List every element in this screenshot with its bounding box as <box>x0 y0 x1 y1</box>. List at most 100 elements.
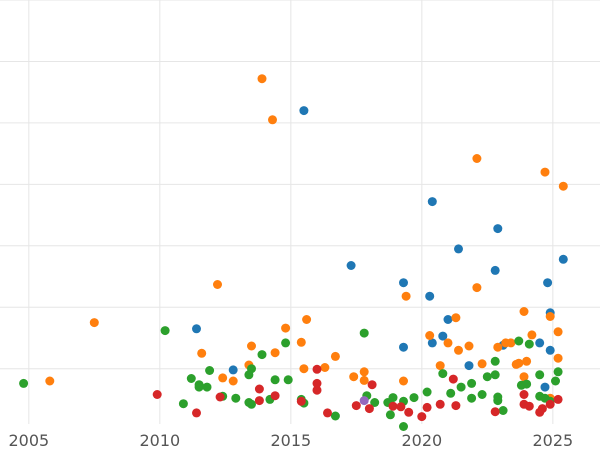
data-point <box>299 364 309 374</box>
data-point <box>228 376 238 386</box>
data-point <box>553 367 563 377</box>
data-point <box>527 330 537 340</box>
data-point <box>367 380 377 390</box>
series-4 <box>359 396 369 406</box>
data-point <box>472 283 482 293</box>
data-point <box>257 350 267 360</box>
data-point <box>446 388 456 398</box>
data-point <box>493 342 503 352</box>
data-point <box>399 278 408 288</box>
data-point <box>438 331 448 341</box>
data-point <box>192 408 201 418</box>
data-point <box>490 356 500 366</box>
data-point <box>359 328 369 338</box>
data-point <box>427 197 437 207</box>
data-point <box>281 323 291 333</box>
data-point <box>535 370 545 380</box>
data-point <box>19 378 29 388</box>
data-point <box>351 401 361 411</box>
data-point <box>218 373 228 383</box>
data-point <box>270 391 280 401</box>
data-point <box>558 254 568 264</box>
data-point <box>524 401 534 411</box>
data-point <box>268 115 277 125</box>
data-point <box>514 358 524 368</box>
data-point <box>425 331 435 340</box>
data-point <box>330 411 340 421</box>
data-point <box>451 313 461 323</box>
data-point <box>551 376 560 386</box>
data-point <box>254 396 264 406</box>
data-point <box>524 339 534 349</box>
data-point <box>359 367 369 377</box>
data-point <box>522 356 532 366</box>
data-point <box>364 404 374 414</box>
data-point <box>312 364 322 374</box>
data-point <box>312 385 322 395</box>
data-point <box>312 378 322 388</box>
data-point <box>451 401 461 411</box>
data-point <box>417 412 427 422</box>
data-point <box>545 345 555 355</box>
data-point <box>467 393 477 403</box>
data-point <box>425 291 435 301</box>
data-point <box>537 404 547 414</box>
data-point <box>401 291 411 301</box>
data-point <box>231 393 241 403</box>
data-point <box>299 106 309 116</box>
data-point <box>543 278 553 288</box>
data-point <box>396 402 406 412</box>
data-point <box>89 318 99 328</box>
data-point <box>160 326 170 336</box>
data-point <box>346 261 356 270</box>
data-point <box>472 154 482 163</box>
data-point <box>228 365 238 375</box>
data-point <box>498 406 508 415</box>
data-point <box>477 359 487 369</box>
data-point <box>296 337 306 347</box>
data-point <box>330 351 340 361</box>
data-point <box>514 336 524 346</box>
series-2 <box>19 326 563 431</box>
data-point <box>213 280 222 289</box>
data-point <box>454 345 463 355</box>
data-point <box>493 224 503 234</box>
data-point <box>370 398 380 407</box>
data-point <box>558 181 568 191</box>
data-point <box>215 392 225 402</box>
series-1 <box>45 74 568 403</box>
x-tick-label: 2025 <box>532 431 573 450</box>
data-point <box>540 382 550 392</box>
data-point <box>519 372 529 382</box>
data-point <box>409 393 419 403</box>
data-point <box>422 387 432 397</box>
data-point <box>247 364 256 374</box>
data-point <box>359 396 369 406</box>
points-layer <box>19 74 568 431</box>
data-point <box>302 315 312 324</box>
x-tick-label: 2010 <box>139 431 180 450</box>
data-point <box>247 399 256 409</box>
data-point <box>456 382 466 392</box>
data-point <box>427 338 437 348</box>
data-point <box>435 361 445 371</box>
data-point <box>467 378 477 388</box>
data-point <box>553 353 563 363</box>
x-tick-label: 2005 <box>8 431 49 450</box>
data-point <box>448 374 458 384</box>
data-point <box>388 401 398 411</box>
data-point <box>197 348 207 358</box>
x-tick-label: 2015 <box>270 431 311 450</box>
data-point <box>296 396 306 406</box>
data-point <box>388 393 398 403</box>
data-point <box>422 402 432 412</box>
data-point <box>454 244 463 254</box>
data-point <box>553 327 563 337</box>
series-0 <box>192 106 568 392</box>
grid-layer <box>0 0 600 424</box>
x-axis-ticks: 2005 2010 2015 2020 2025 <box>8 431 573 450</box>
data-point <box>490 407 500 417</box>
data-point <box>443 315 453 324</box>
data-point <box>205 366 215 375</box>
data-point <box>385 410 395 420</box>
